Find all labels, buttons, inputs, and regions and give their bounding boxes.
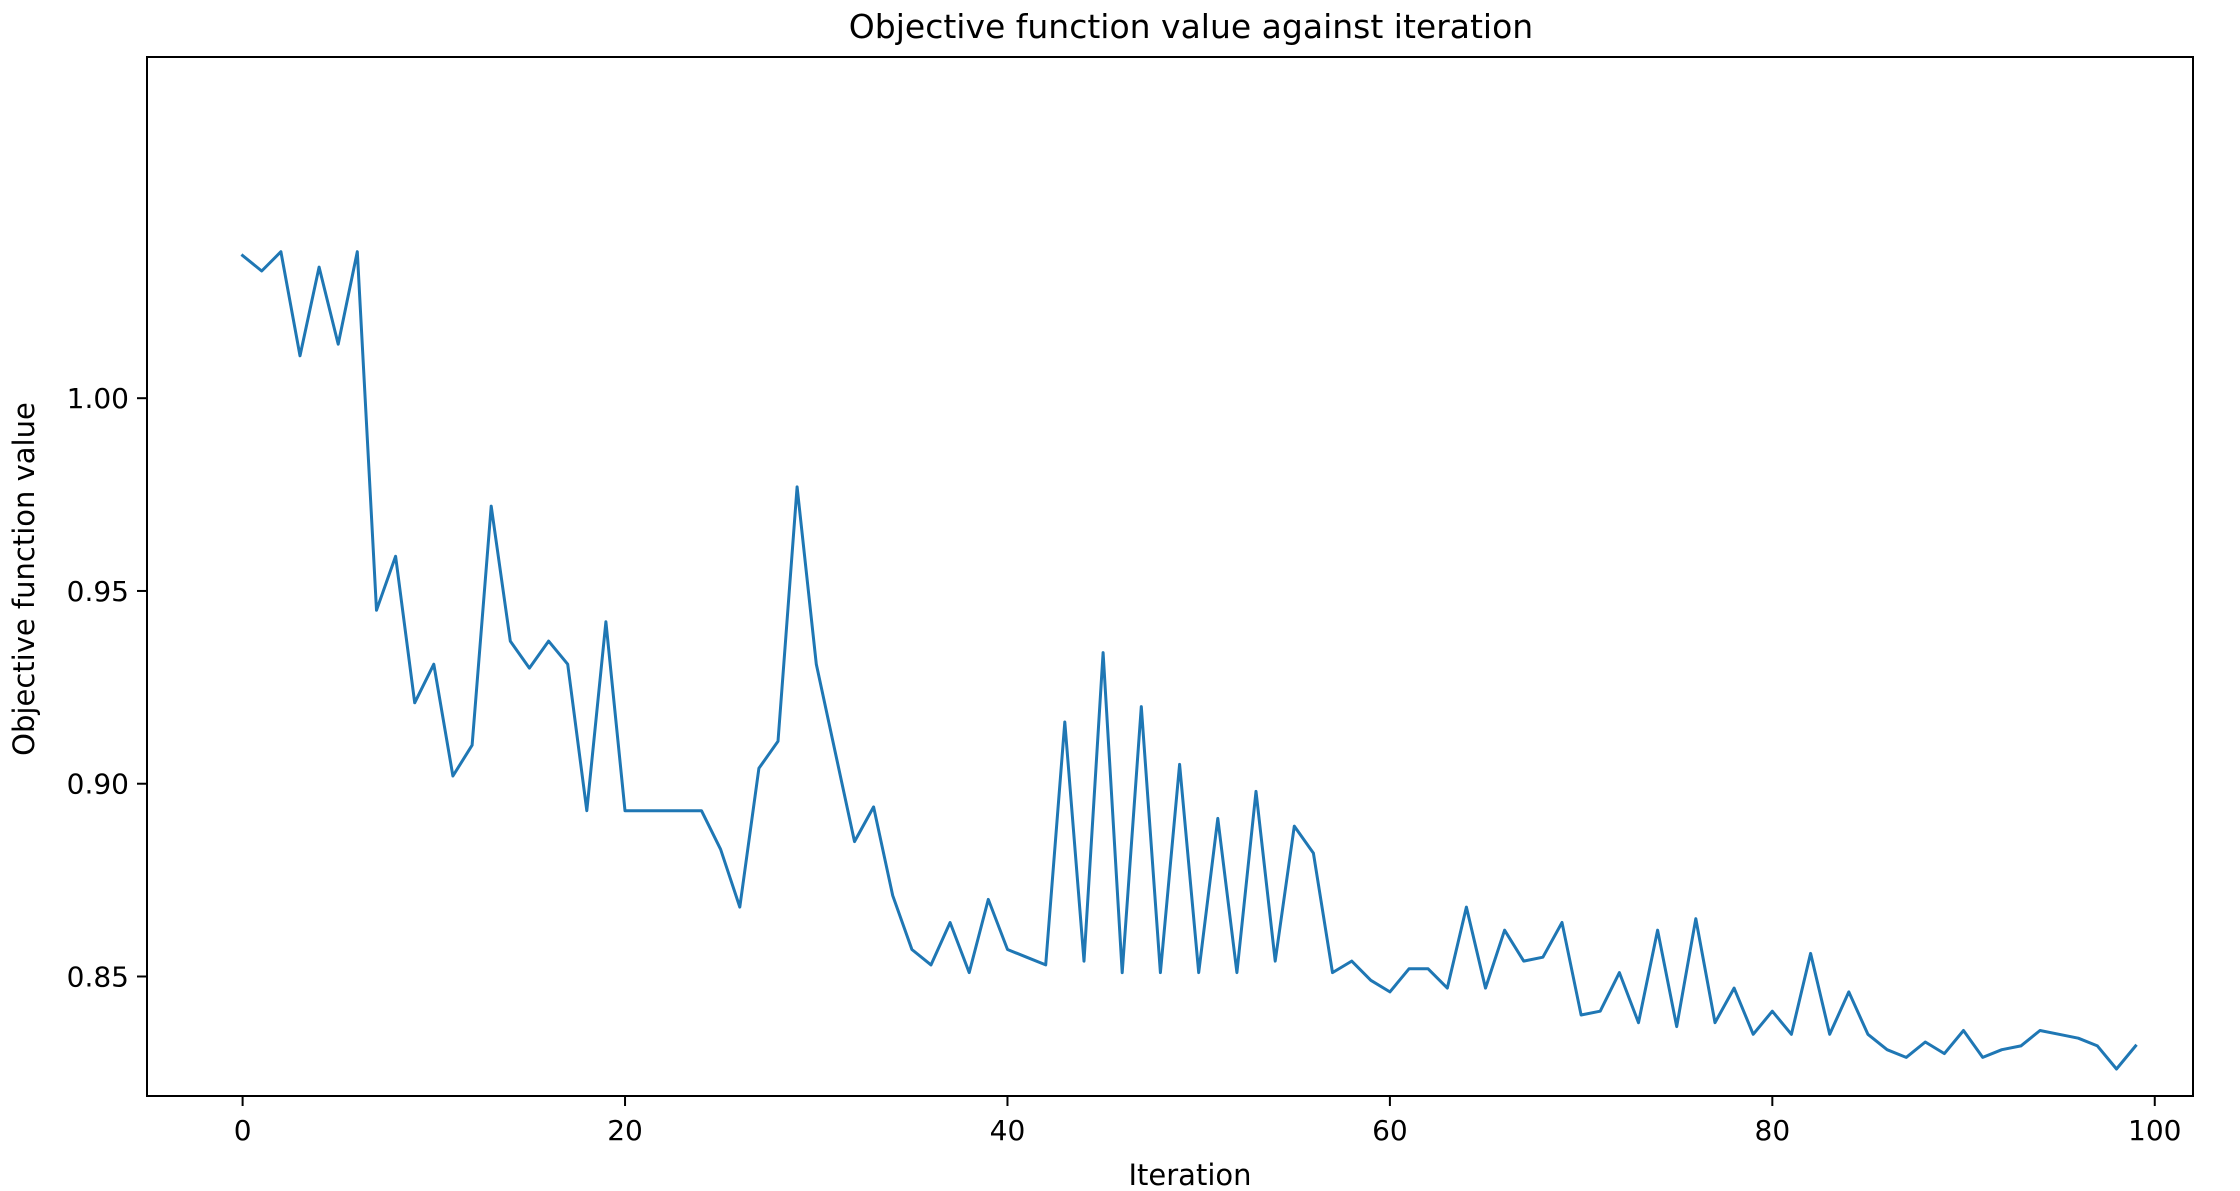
y-tick-label: 0.95 [67, 575, 129, 608]
x-tick-label: 60 [1372, 1114, 1408, 1147]
x-tick-label: 0 [234, 1114, 252, 1147]
chart-title: Objective function value against iterati… [849, 7, 1533, 46]
plot-frame [146, 56, 2194, 1097]
x-tick-label: 100 [2128, 1114, 2181, 1147]
series-line [240, 250, 2138, 1071]
x-tick-label: 80 [1755, 1114, 1791, 1147]
x-axis-label: Iteration [1128, 1158, 1251, 1191]
y-tick-label: 1.00 [67, 382, 129, 415]
y-tick-label: 0.85 [67, 960, 129, 993]
plot-area [240, 250, 2138, 1071]
x-tick-label: 20 [607, 1114, 643, 1147]
y-axis: 0.85 0.90 0.95 1.00 [67, 382, 147, 993]
x-axis: 0 20 40 60 80 100 [234, 1096, 2181, 1147]
x-tick-label: 40 [990, 1114, 1026, 1147]
y-tick-label: 0.90 [67, 768, 129, 801]
y-axis-label: Objective function value [7, 402, 41, 756]
